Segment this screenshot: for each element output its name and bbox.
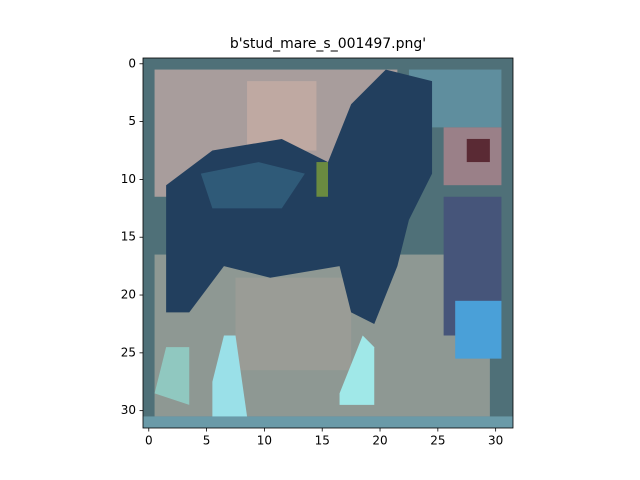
x-tick-label: 15: [315, 434, 330, 448]
y-tick-label: 15: [121, 230, 136, 244]
y-tick-label: 30: [121, 403, 136, 417]
chart-title: b'stud_mare_s_001497.png': [230, 36, 426, 52]
y-tick-label: 25: [121, 345, 136, 359]
image: [143, 58, 513, 428]
y-tick-label: 5: [128, 114, 136, 128]
y-tick-label: 20: [121, 288, 136, 302]
x-tick-label: 10: [257, 434, 272, 448]
x-tick-label: 5: [203, 434, 211, 448]
y-tick-label: 0: [128, 56, 136, 70]
x-tick-label: 20: [372, 434, 387, 448]
x-tick-label: 25: [430, 434, 445, 448]
axes-frame: [142, 57, 514, 429]
y-tick-label: 10: [121, 172, 136, 186]
x-tick-label: 0: [145, 434, 153, 448]
x-tick-label: 30: [488, 434, 503, 448]
